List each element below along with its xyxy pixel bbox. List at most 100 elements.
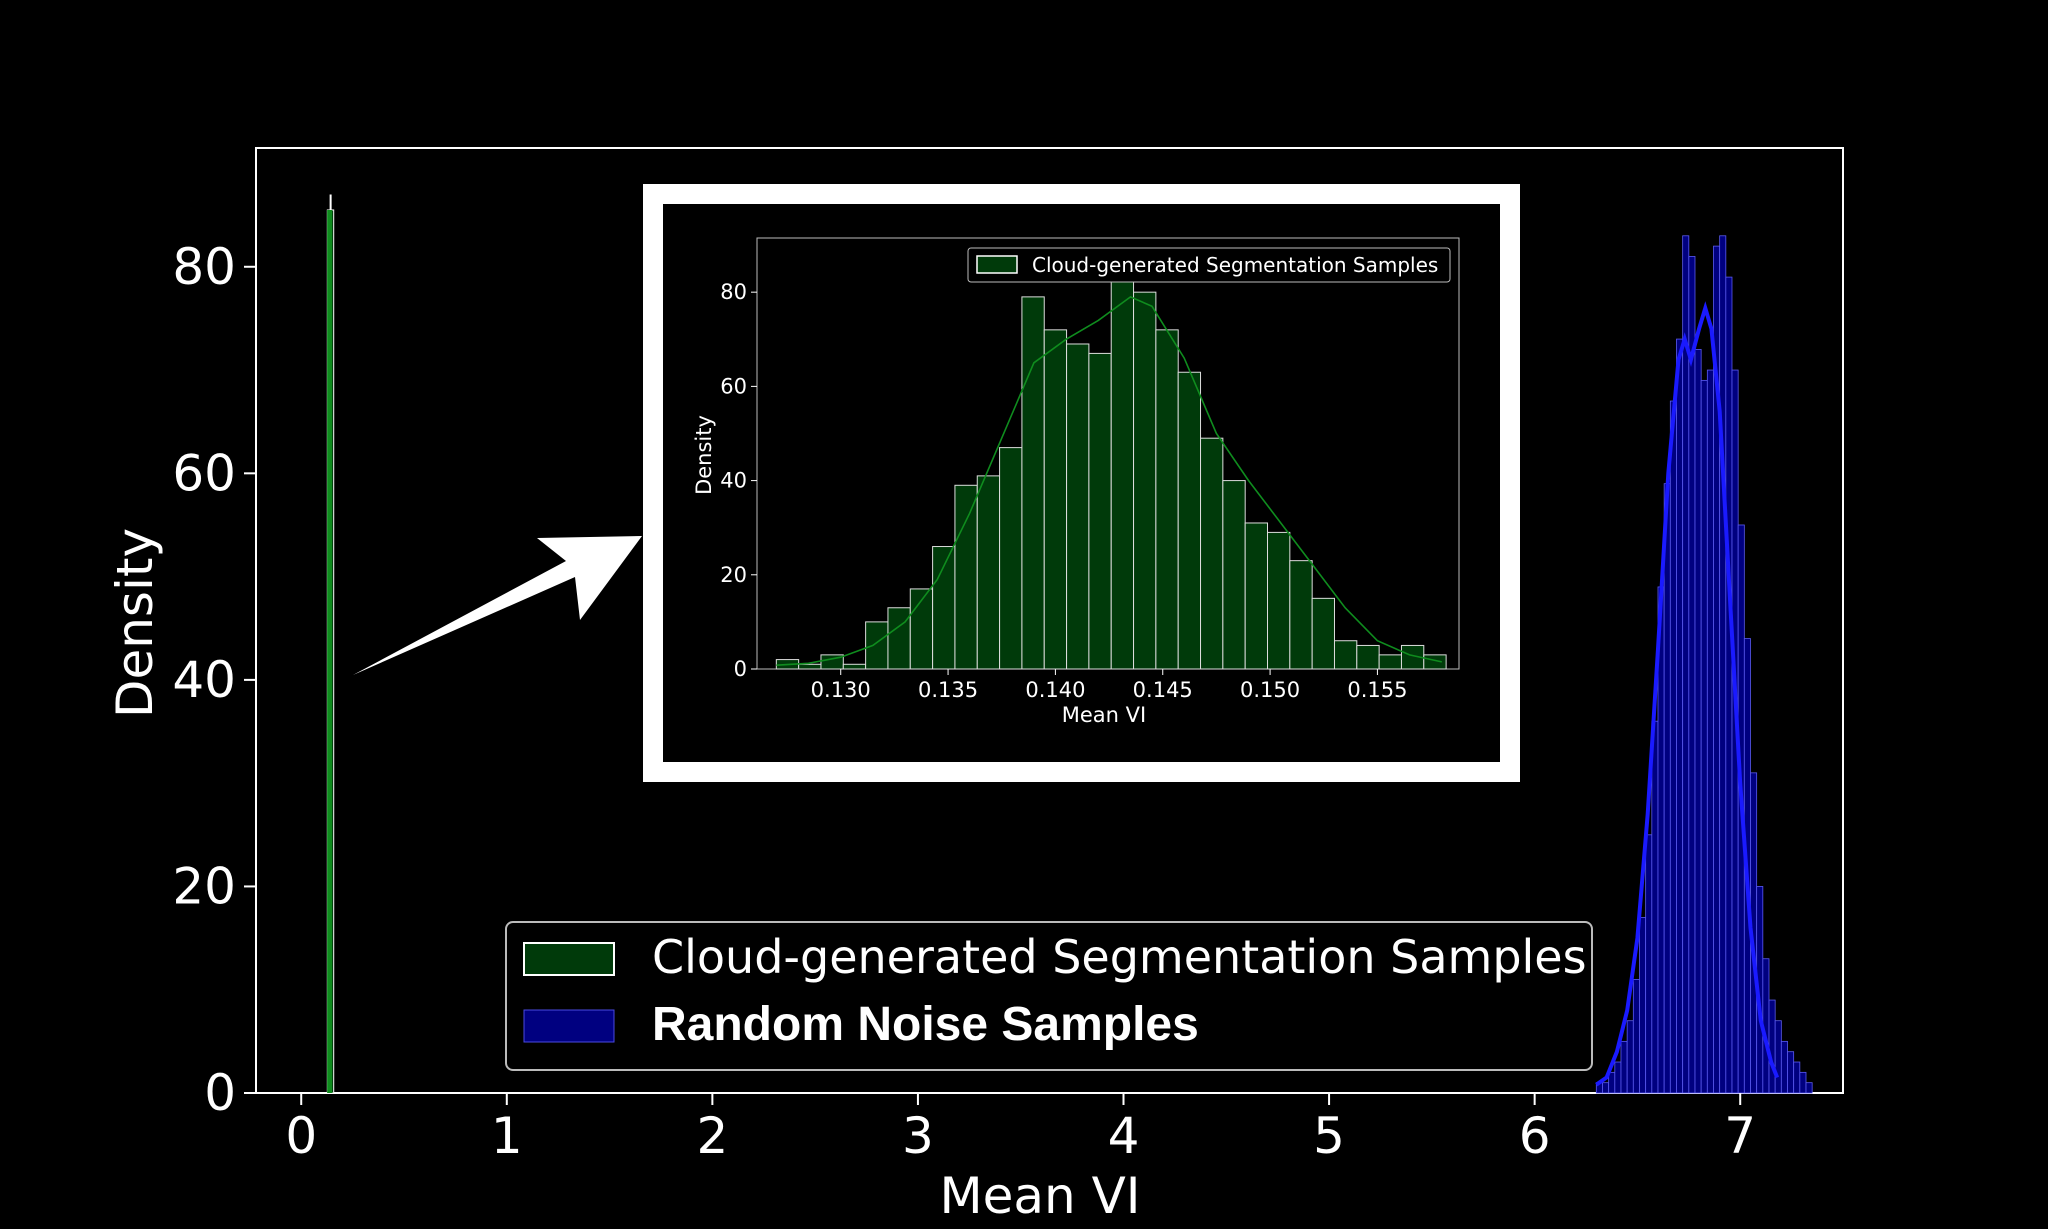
- noise-bar: [1626, 1020, 1634, 1094]
- inset-x-axis-label: Mean VI: [1062, 703, 1146, 727]
- inset-bar: [1267, 531, 1291, 670]
- inset-bar: [1222, 480, 1246, 670]
- main-plot-frame: [255, 147, 1844, 1094]
- main-y-tick-label: 80: [172, 238, 236, 296]
- noise-bar: [1700, 379, 1708, 1094]
- noise-bar: [1706, 369, 1714, 1094]
- inset-legend-swatch: [976, 255, 1018, 274]
- inset-bar: [1423, 654, 1447, 670]
- zoom-arrow: [353, 536, 642, 675]
- inset-x-tick-label: 0.140: [1025, 678, 1085, 702]
- inset-bar: [976, 475, 1001, 670]
- main-legend: Cloud-generated Segmentation Samples Ran…: [505, 921, 1593, 1071]
- inset-bar: [1066, 343, 1090, 670]
- main-y-tick-label: 0: [204, 1064, 236, 1122]
- inset-bar: [1021, 296, 1045, 670]
- inset-y-tick-label: 80: [720, 280, 747, 304]
- inset-y-tick-label: 40: [720, 469, 747, 493]
- main-y-ticks: 0 20 40 60 80: [172, 238, 256, 1122]
- inset-bar: [999, 447, 1023, 670]
- main-y-tick-label: 20: [172, 857, 236, 915]
- inset-bar: [1378, 654, 1402, 670]
- inset-y-axis-label: Density: [692, 415, 716, 495]
- noise-bar: [1645, 834, 1653, 1094]
- inset-bar: [1155, 329, 1179, 670]
- main-x-tick-label: 6: [1519, 1107, 1551, 1165]
- main-x-tick-label: 1: [491, 1107, 523, 1165]
- main-x-ticks: 0 1 2 3 4 5 6 7: [285, 1093, 1756, 1165]
- main-x-axis-label: Mean VI: [939, 1167, 1140, 1225]
- inset-bars: [775, 263, 1447, 670]
- inset-bar: [1356, 644, 1380, 670]
- inset-x-tick-label: 0.135: [918, 678, 978, 702]
- inset-x-ticks: 0.130 0.135 0.140 0.145 0.150 0.155: [811, 669, 1407, 702]
- inset-x-tick-label: 0.145: [1133, 678, 1193, 702]
- noise-bar: [1787, 1051, 1795, 1094]
- inset-x-tick-label: 0.130: [811, 678, 871, 702]
- inset-bar: [1289, 560, 1313, 670]
- inset-legend-box: [967, 247, 1451, 283]
- inset-kde-line: [776, 295, 1442, 666]
- main-y-tick-label: 60: [172, 444, 236, 502]
- inset-bar: [1043, 329, 1068, 670]
- main-chart: 0 1 2 3 4 5 6 7 0 20 40 60 80 Mean VI Density: [106, 147, 1844, 1225]
- noise-bar: [1694, 348, 1702, 1094]
- inset-bar: [1088, 352, 1112, 670]
- noise-bar: [1614, 1061, 1622, 1094]
- noise-bar: [1676, 338, 1684, 1094]
- inset-x-tick-label: 0.150: [1240, 678, 1300, 702]
- inset-bar: [887, 607, 911, 670]
- main-x-tick-label: 0: [285, 1107, 317, 1165]
- inset-y-tick-label: 60: [720, 374, 747, 398]
- noise-bar: [1719, 235, 1727, 1094]
- noise-bar: [1620, 1040, 1628, 1094]
- legend-swatch-noise: [523, 1009, 615, 1043]
- main-bars: [326, 194, 1813, 1094]
- inset-legend-label: Cloud-generated Segmentation Samples: [1032, 253, 1438, 277]
- inset-bar: [1244, 522, 1269, 670]
- main-x-tick-label: 4: [1108, 1107, 1140, 1165]
- legend-label-cloud: Cloud-generated Segmentation Samples: [652, 930, 1587, 984]
- legend-label-noise: Random Noise Samples: [652, 998, 1199, 1051]
- inset-bar: [842, 663, 867, 670]
- main-y-tick-label: 40: [172, 651, 236, 709]
- inset-legend: Cloud-generated Segmentation Samples: [967, 247, 1451, 283]
- inset-bar: [865, 621, 889, 670]
- noise-bar: [1682, 235, 1690, 1094]
- inset-bar: [954, 484, 978, 670]
- inset-bar: [1133, 291, 1157, 670]
- inset-bar: [798, 663, 822, 670]
- noise-bar: [1725, 276, 1733, 1094]
- noise-bar: [1632, 978, 1640, 1094]
- main-x-tick-label: 3: [902, 1107, 934, 1165]
- noise-bar: [1651, 720, 1659, 1094]
- inset-chart: 0.130 0.135 0.140 0.145 0.150 0.155 0 20 40 60 80…: [643, 184, 1520, 782]
- noise-bar: [1602, 1082, 1610, 1094]
- inset-bar: [1110, 263, 1135, 670]
- inset-bar: [1177, 371, 1202, 670]
- noise-kde-line: [1595, 301, 1780, 1087]
- inset-bar: [1333, 640, 1358, 670]
- inset-bar: [1200, 437, 1224, 670]
- inset-y-tick-label: 0: [734, 657, 747, 681]
- noise-bar: [1639, 917, 1647, 1094]
- main-x-tick-label: 2: [696, 1107, 728, 1165]
- noise-bar: [1688, 256, 1696, 1094]
- main-y-axis-label: Density: [106, 528, 164, 718]
- inset-y-ticks: 0 20 40 60 80: [720, 280, 757, 681]
- noise-bar: [1608, 1071, 1616, 1094]
- noise-bar: [1774, 1020, 1782, 1094]
- noise-bar: [1793, 1061, 1801, 1094]
- noise-bar: [1768, 999, 1776, 1094]
- inset-x-tick-label: 0.155: [1347, 678, 1407, 702]
- main-x-tick-label: 5: [1313, 1107, 1345, 1165]
- inset-y-tick-label: 20: [720, 563, 747, 587]
- main-x-tick-label: 7: [1724, 1107, 1756, 1165]
- inset-bar: [1311, 597, 1335, 670]
- noise-bar: [1799, 1071, 1807, 1094]
- legend-swatch-cloud: [523, 942, 615, 976]
- noise-bar: [1663, 483, 1671, 1094]
- noise-bar: [1805, 1082, 1813, 1094]
- noise-bar: [1780, 1040, 1788, 1094]
